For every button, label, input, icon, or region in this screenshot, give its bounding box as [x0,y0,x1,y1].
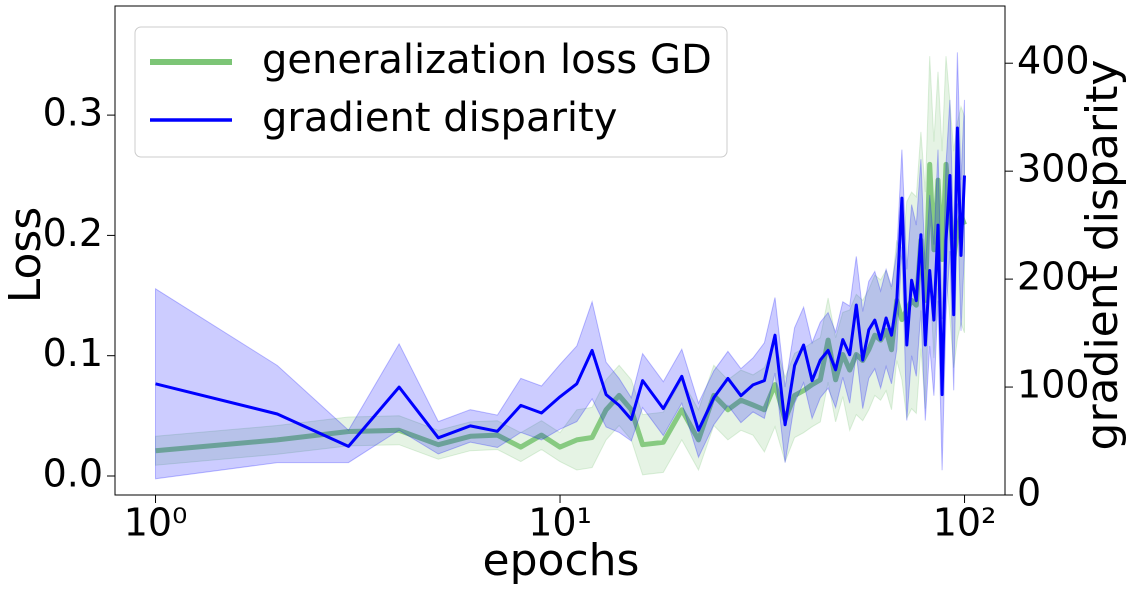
x-tick-label: 10¹ [528,501,592,545]
x-tick-label: 10⁰ [124,501,188,545]
series-line [155,161,967,454]
y2-tick-label: 300 [1017,147,1090,191]
plot-area [155,52,967,480]
x-tick-label: 10² [933,501,997,545]
y2-tick-label: 400 [1017,39,1090,83]
y2-axis-label: gradient disparity [1077,60,1128,451]
legend-label: generalization loss GD [262,37,712,83]
series-line [155,126,966,448]
error-band [155,56,965,476]
y2-tick-label: 100 [1017,363,1090,407]
y-tick-label: 0.2 [43,211,103,255]
y2-tick-label: 0 [1017,471,1041,515]
y-tick-label: 0.3 [43,91,103,135]
error-band [155,52,965,480]
y-tick-label: 0.0 [43,451,103,495]
y-axis-label: Loss [0,207,51,304]
x-axis-label: epochs [483,535,640,586]
legend: generalization loss GD gradient disparity [134,26,728,158]
legend-label: gradient disparity [262,95,617,141]
y2-tick-label: 200 [1017,255,1090,299]
legend-box [134,26,728,158]
y-tick-label: 0.1 [43,331,103,375]
